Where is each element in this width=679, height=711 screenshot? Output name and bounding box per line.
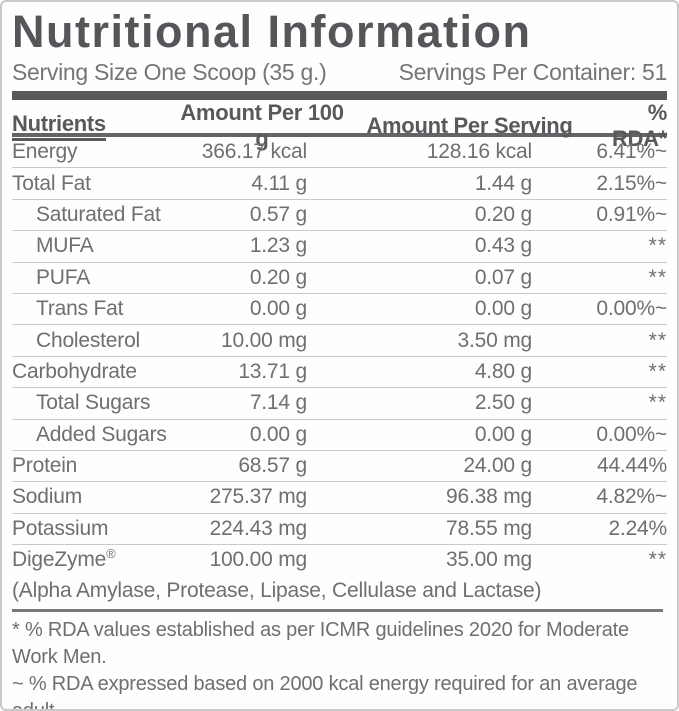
footnotes: * % RDA values established as per ICMR g… — [12, 617, 667, 709]
enzyme-composition-note: (Alpha Amylase, Protease, Lipase, Cellul… — [12, 578, 542, 602]
table-row: Total Fat 4.11 g 1.44 g 2.15%~ — [12, 168, 667, 200]
rda-percent-value: 2.24% — [608, 516, 667, 540]
nutrient-name: Saturated Fat — [36, 202, 161, 226]
rda-percent-value: ** — [648, 359, 667, 383]
table-row: DigeZyme® 100.00 mg 35.00 mg ** — [12, 545, 667, 575]
column-header-nutrients: Nutrients — [12, 111, 172, 141]
amount-per-serving-value: 3.50 mg — [457, 328, 533, 352]
nutrient-name: Carbohydrate — [12, 359, 137, 383]
table-row: Energy 366.17 kcal 128.16 kcal 6.41%~ — [12, 137, 667, 169]
nutrient-name: Cholesterol — [36, 328, 141, 352]
serving-info-row: Serving Size One Scoop (35 g.) Servings … — [12, 58, 667, 86]
amount-per-100g-value: 366.17 kcal — [201, 140, 307, 164]
amount-per-100g-value: 100.00 mg — [209, 548, 308, 572]
table-row: Protein 68.57 g 24.00 g 44.44% — [12, 451, 667, 483]
rda-percent-value: ** — [648, 548, 667, 572]
table-row: Cholesterol 10.00 mg 3.50 mg ** — [12, 325, 667, 357]
amount-per-serving-value: 78.55 mg — [446, 516, 532, 540]
table-row: MUFA 1.23 g 0.43 g ** — [12, 231, 667, 263]
registered-trademark-symbol: ® — [106, 546, 116, 562]
amount-per-100g-value: 1.23 g — [249, 234, 307, 258]
table-row: Saturated Fat 0.57 g 0.20 g 0.91%~ — [12, 200, 667, 232]
amount-per-serving-value: 1.44 g — [474, 171, 532, 195]
table-row: Potassium 224.43 mg 78.55 mg 2.24% — [12, 514, 667, 546]
amount-per-100g-value: 68.57 g — [238, 454, 307, 478]
footnote-rda-established: * % RDA values established as per ICMR g… — [12, 619, 629, 669]
nutrient-name: Protein — [12, 454, 78, 478]
amount-per-serving-value: 0.20 g — [474, 202, 532, 226]
servings-per-container-text: Servings Per Container: 51 — [398, 59, 668, 85]
header-divider-bar — [12, 91, 667, 100]
page-title: Nutritional Information — [12, 6, 532, 57]
table-row: Carbohydrate 13.71 g 4.80 g ** — [12, 357, 667, 389]
nutrient-name: Potassium — [12, 516, 109, 540]
amount-per-serving-value: 0.00 g — [474, 297, 532, 321]
amount-per-serving-value: 35.00 mg — [446, 548, 532, 572]
amount-per-100g-value: 224.43 mg — [209, 516, 308, 540]
rda-percent-value: ** — [648, 265, 667, 289]
nutrient-name: Added Sugars — [36, 422, 167, 446]
nutrient-name: Trans Fat — [36, 297, 124, 321]
table-row: Trans Fat 0.00 g 0.00 g 0.00%~ — [12, 294, 667, 326]
amount-per-100g-value: 13.71 g — [238, 359, 307, 383]
amount-per-serving-value: 24.00 g — [463, 454, 532, 478]
table-row: PUFA 0.20 g 0.07 g ** — [12, 263, 667, 294]
amount-per-100g-value: 0.57 g — [249, 202, 307, 226]
table-row: Added Sugars 0.00 g 0.00 g 0.00%~ — [12, 420, 667, 451]
table-row: Sodium 275.37 mg 96.38 mg 4.82%~ — [12, 482, 667, 514]
amount-per-100g-value: 275.37 mg — [209, 485, 308, 509]
rda-percent-value: 0.91%~ — [596, 202, 667, 226]
nutrient-name: Total Fat — [12, 171, 91, 195]
amount-per-100g-value: 10.00 mg — [221, 328, 307, 352]
amount-per-100g-value: 4.11 g — [251, 171, 307, 195]
nutrient-name: PUFA — [36, 265, 91, 289]
amount-per-100g-value: 7.14 g — [249, 391, 307, 415]
amount-per-100g-value: 0.20 g — [249, 265, 307, 289]
nutrient-name: DigeZyme® — [12, 546, 116, 572]
nutrient-name: Total Sugars — [36, 391, 151, 415]
rda-percent-value: 4.82%~ — [596, 485, 667, 509]
rda-percent-value: 44.44% — [596, 454, 667, 478]
rda-percent-value: ** — [648, 328, 667, 352]
column-header-per-100g: Amount Per 100 g — [180, 100, 344, 151]
nutrient-name: Sodium — [12, 485, 83, 509]
rda-percent-value: ** — [648, 391, 667, 415]
amount-per-serving-value: 0.07 g — [474, 265, 532, 289]
rda-percent-value: 0.00%~ — [596, 297, 667, 321]
rda-percent-value: 0.00%~ — [596, 422, 667, 446]
table-header-row: Nutrients Amount Per 100 g Amount Per Se… — [12, 100, 667, 151]
rda-percent-value: 2.15%~ — [596, 171, 667, 195]
rda-percent-value: 6.41%~ — [596, 140, 667, 164]
rda-percent-value: ** — [648, 234, 667, 258]
column-header-per-serving: Amount Per Serving — [366, 113, 573, 138]
amount-per-100g-value: 0.00 g — [249, 422, 307, 446]
table-row: Total Sugars 7.14 g 2.50 g ** — [12, 388, 667, 420]
nutrient-rows: Energy 366.17 kcal 128.16 kcal 6.41%~ Total … — [12, 137, 667, 575]
amount-per-serving-value: 0.00 g — [474, 422, 532, 446]
amount-per-serving-value: 4.80 g — [474, 359, 532, 383]
footnote-rda-expressed: ~ % RDA expressed based on 2000 kcal ene… — [12, 673, 638, 709]
amount-per-serving-value: 2.50 g — [474, 391, 532, 415]
amount-per-serving-value: 0.43 g — [474, 234, 532, 258]
amount-per-serving-value: 128.16 kcal — [426, 140, 532, 164]
nutrient-name: Energy — [12, 140, 78, 164]
amount-per-serving-value: 96.38 mg — [446, 485, 532, 509]
amount-per-100g-value: 0.00 g — [249, 297, 307, 321]
column-header-rda: % RDA* — [611, 100, 667, 151]
serving-size-text: Serving Size One Scoop (35 g.) — [12, 59, 327, 85]
nutrient-name: MUFA — [36, 234, 94, 258]
footnote-divider-rule — [12, 609, 663, 613]
